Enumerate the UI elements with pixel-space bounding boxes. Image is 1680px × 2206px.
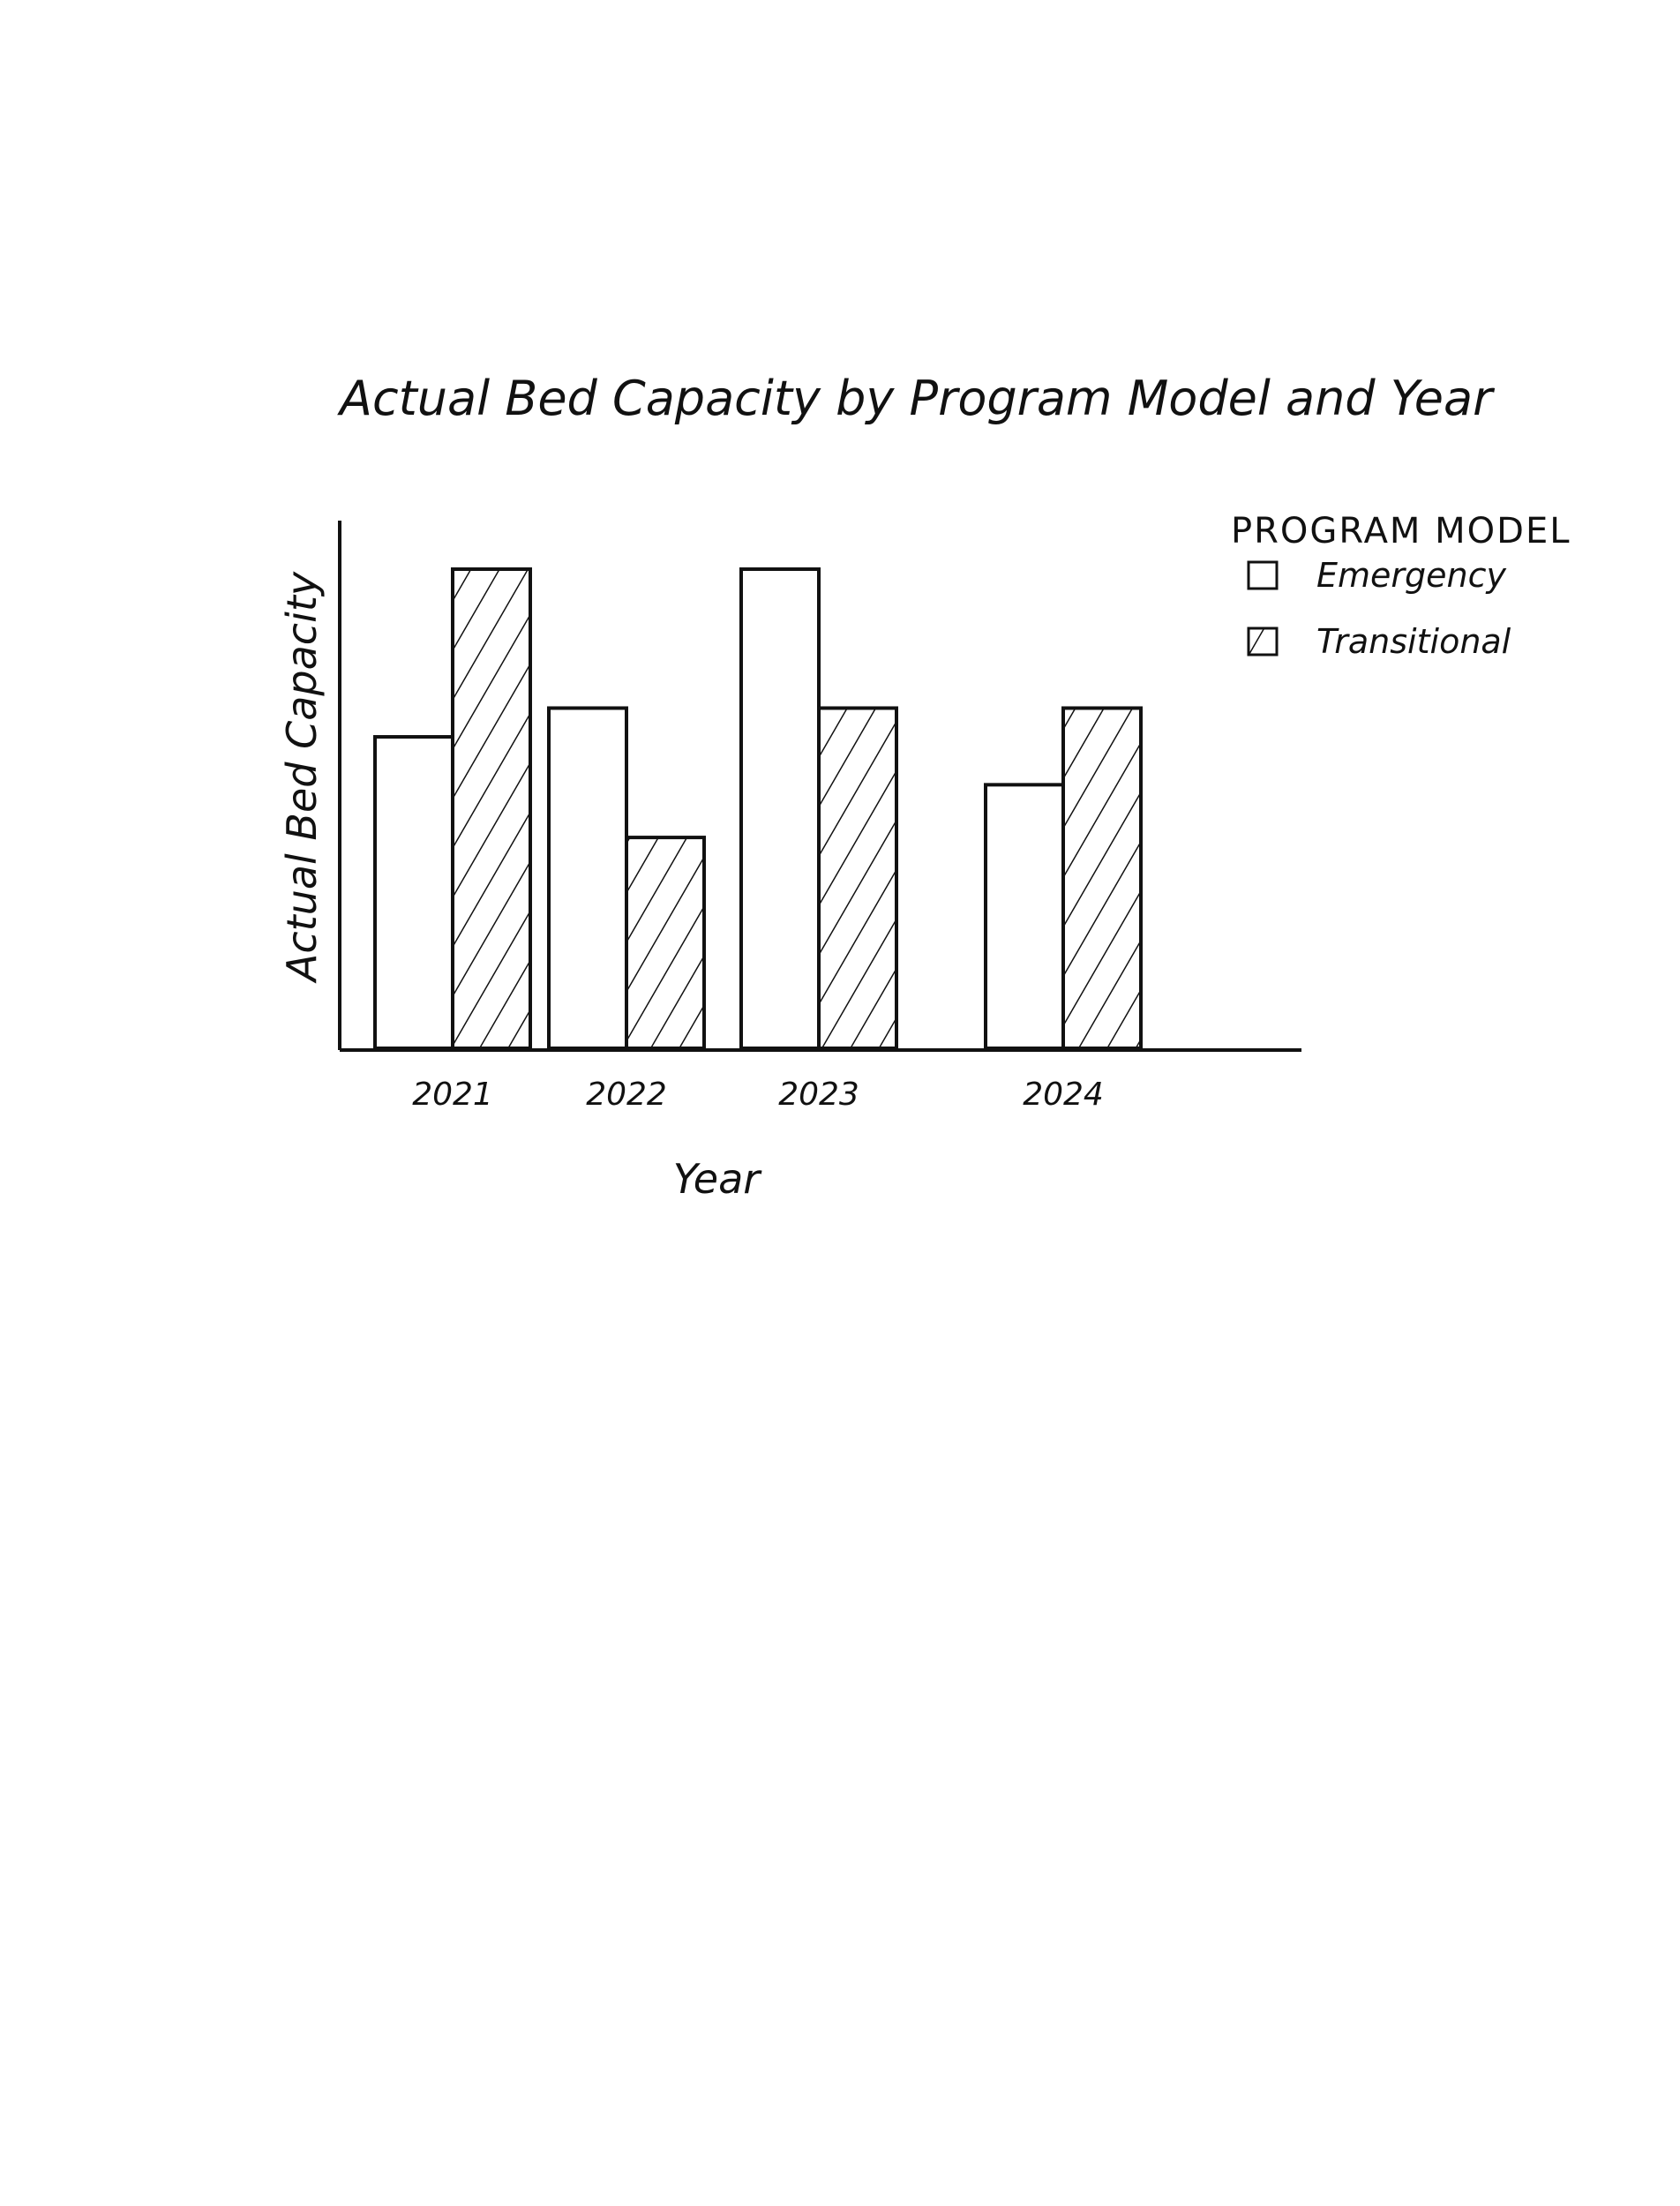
bar-transitional-2024 bbox=[1061, 706, 1143, 1050]
legend-label-emergency: Emergency bbox=[1316, 556, 1507, 595]
legend-swatch-transitional bbox=[1247, 627, 1279, 657]
x-axis-label: Year bbox=[673, 1155, 763, 1203]
x-tick-label-2024: 2024 bbox=[1023, 1077, 1104, 1113]
legend-label-transitional: Transitional bbox=[1316, 622, 1511, 661]
bar-emergency-2024 bbox=[984, 783, 1065, 1050]
bar-transitional-2021 bbox=[451, 567, 532, 1050]
legend-swatch-emergency bbox=[1247, 560, 1279, 590]
x-tick-label-2021: 2021 bbox=[412, 1077, 493, 1113]
x-tick-labels: 2021 2022 2023 2024 bbox=[412, 1077, 1104, 1113]
legend-title: PROGRAM MODEL bbox=[1231, 511, 1571, 552]
x-tick-label-2023: 2023 bbox=[778, 1077, 859, 1113]
chart-title: Actual Bed Capacity by Program Model and… bbox=[337, 371, 1495, 426]
bar-transitional-2023 bbox=[817, 706, 898, 1050]
legend: PROGRAM MODEL Emergency Transitional bbox=[1231, 511, 1571, 661]
bar-emergency-2023 bbox=[739, 567, 821, 1050]
x-tick-label-2022: 2022 bbox=[586, 1077, 667, 1113]
y-axis-label: Actual Bed Capacity bbox=[278, 571, 326, 984]
plot-area bbox=[373, 567, 1143, 1051]
bar-transitional-2022 bbox=[625, 836, 706, 1051]
bar-emergency-2022 bbox=[547, 706, 628, 1050]
bar-emergency-2021 bbox=[373, 735, 454, 1050]
